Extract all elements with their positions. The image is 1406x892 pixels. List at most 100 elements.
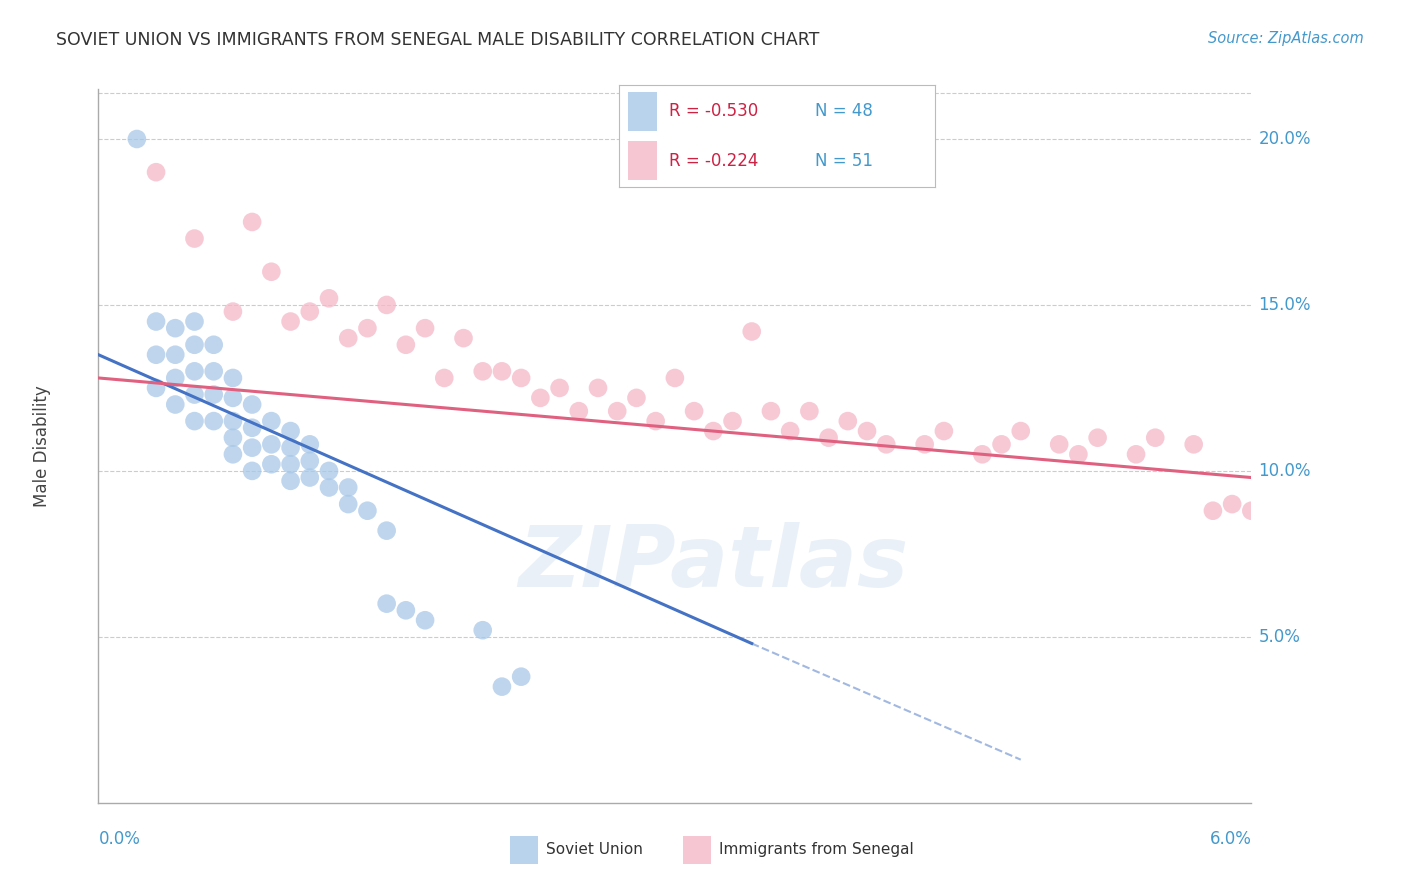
Point bbox=[1202, 504, 1225, 518]
Point bbox=[856, 424, 879, 438]
Point bbox=[240, 441, 263, 455]
Point bbox=[240, 421, 263, 435]
Point bbox=[183, 338, 205, 352]
Text: Immigrants from Senegal: Immigrants from Senegal bbox=[718, 842, 914, 857]
Point bbox=[298, 470, 321, 484]
Point bbox=[222, 431, 245, 445]
Point bbox=[356, 321, 378, 335]
Point bbox=[491, 680, 513, 694]
Point bbox=[145, 314, 167, 328]
Point bbox=[453, 331, 475, 345]
Point bbox=[914, 437, 936, 451]
Point bbox=[510, 371, 533, 385]
Point bbox=[202, 364, 225, 378]
Point bbox=[183, 314, 205, 328]
Text: 5.0%: 5.0% bbox=[1258, 628, 1301, 646]
Point bbox=[837, 414, 859, 428]
Point bbox=[491, 364, 513, 378]
Point bbox=[1010, 424, 1032, 438]
Point bbox=[799, 404, 821, 418]
Text: ZIPatlas: ZIPatlas bbox=[519, 523, 908, 606]
Text: 0.0%: 0.0% bbox=[98, 830, 141, 847]
Point bbox=[1220, 497, 1243, 511]
Point bbox=[395, 338, 418, 352]
Point bbox=[779, 424, 801, 438]
Point bbox=[318, 464, 340, 478]
Point bbox=[875, 437, 897, 451]
Point bbox=[471, 624, 494, 638]
Text: N = 48: N = 48 bbox=[815, 103, 873, 120]
Point bbox=[337, 331, 360, 345]
Point bbox=[183, 387, 205, 401]
Point bbox=[202, 387, 225, 401]
Text: Male Disability: Male Disability bbox=[34, 385, 51, 507]
Point bbox=[165, 397, 187, 411]
Point bbox=[280, 441, 302, 455]
Text: 20.0%: 20.0% bbox=[1258, 130, 1310, 148]
Point bbox=[568, 404, 591, 418]
Point bbox=[298, 437, 321, 451]
Text: 10.0%: 10.0% bbox=[1258, 462, 1310, 480]
Text: R = -0.224: R = -0.224 bbox=[669, 152, 759, 169]
Point bbox=[183, 414, 205, 428]
Point bbox=[375, 298, 398, 312]
Point bbox=[972, 447, 994, 461]
Point bbox=[375, 597, 398, 611]
Point bbox=[337, 497, 360, 511]
Text: SOVIET UNION VS IMMIGRANTS FROM SENEGAL MALE DISABILITY CORRELATION CHART: SOVIET UNION VS IMMIGRANTS FROM SENEGAL … bbox=[56, 31, 820, 49]
Point bbox=[318, 291, 340, 305]
Point bbox=[280, 457, 302, 471]
Point bbox=[932, 424, 955, 438]
Point bbox=[606, 404, 628, 418]
Bar bbox=[628, 141, 657, 180]
Point bbox=[395, 603, 418, 617]
Bar bbox=[683, 836, 711, 863]
Point bbox=[260, 265, 283, 279]
Point bbox=[318, 481, 340, 495]
Point bbox=[759, 404, 782, 418]
Point bbox=[298, 304, 321, 318]
Point bbox=[222, 371, 245, 385]
Point bbox=[145, 348, 167, 362]
Point bbox=[183, 364, 205, 378]
Point bbox=[683, 404, 706, 418]
Point bbox=[125, 132, 148, 146]
Point bbox=[1047, 437, 1070, 451]
Point bbox=[356, 504, 378, 518]
Point bbox=[1125, 447, 1147, 461]
Text: 15.0%: 15.0% bbox=[1258, 296, 1310, 314]
Point bbox=[1067, 447, 1090, 461]
Point bbox=[664, 371, 686, 385]
Point bbox=[741, 325, 763, 339]
Text: Soviet Union: Soviet Union bbox=[546, 842, 643, 857]
Point bbox=[626, 391, 648, 405]
Point bbox=[471, 364, 494, 378]
Point bbox=[165, 348, 187, 362]
Text: Source: ZipAtlas.com: Source: ZipAtlas.com bbox=[1208, 31, 1364, 46]
Text: N = 51: N = 51 bbox=[815, 152, 873, 169]
Point bbox=[337, 481, 360, 495]
Bar bbox=[628, 92, 657, 131]
Point bbox=[1182, 437, 1205, 451]
Bar bbox=[510, 836, 537, 863]
Point bbox=[222, 304, 245, 318]
Point bbox=[586, 381, 609, 395]
Point bbox=[280, 424, 302, 438]
Point bbox=[240, 464, 263, 478]
Point bbox=[413, 321, 436, 335]
Point bbox=[202, 414, 225, 428]
Point bbox=[280, 474, 302, 488]
Point bbox=[702, 424, 724, 438]
Point bbox=[260, 457, 283, 471]
Point bbox=[260, 437, 283, 451]
Point bbox=[240, 215, 263, 229]
Text: R = -0.530: R = -0.530 bbox=[669, 103, 758, 120]
Point bbox=[548, 381, 571, 395]
Point bbox=[644, 414, 666, 428]
Point bbox=[202, 338, 225, 352]
Text: 6.0%: 6.0% bbox=[1209, 830, 1251, 847]
Point bbox=[222, 447, 245, 461]
Point bbox=[280, 314, 302, 328]
Point bbox=[413, 613, 436, 627]
Point bbox=[1087, 431, 1109, 445]
